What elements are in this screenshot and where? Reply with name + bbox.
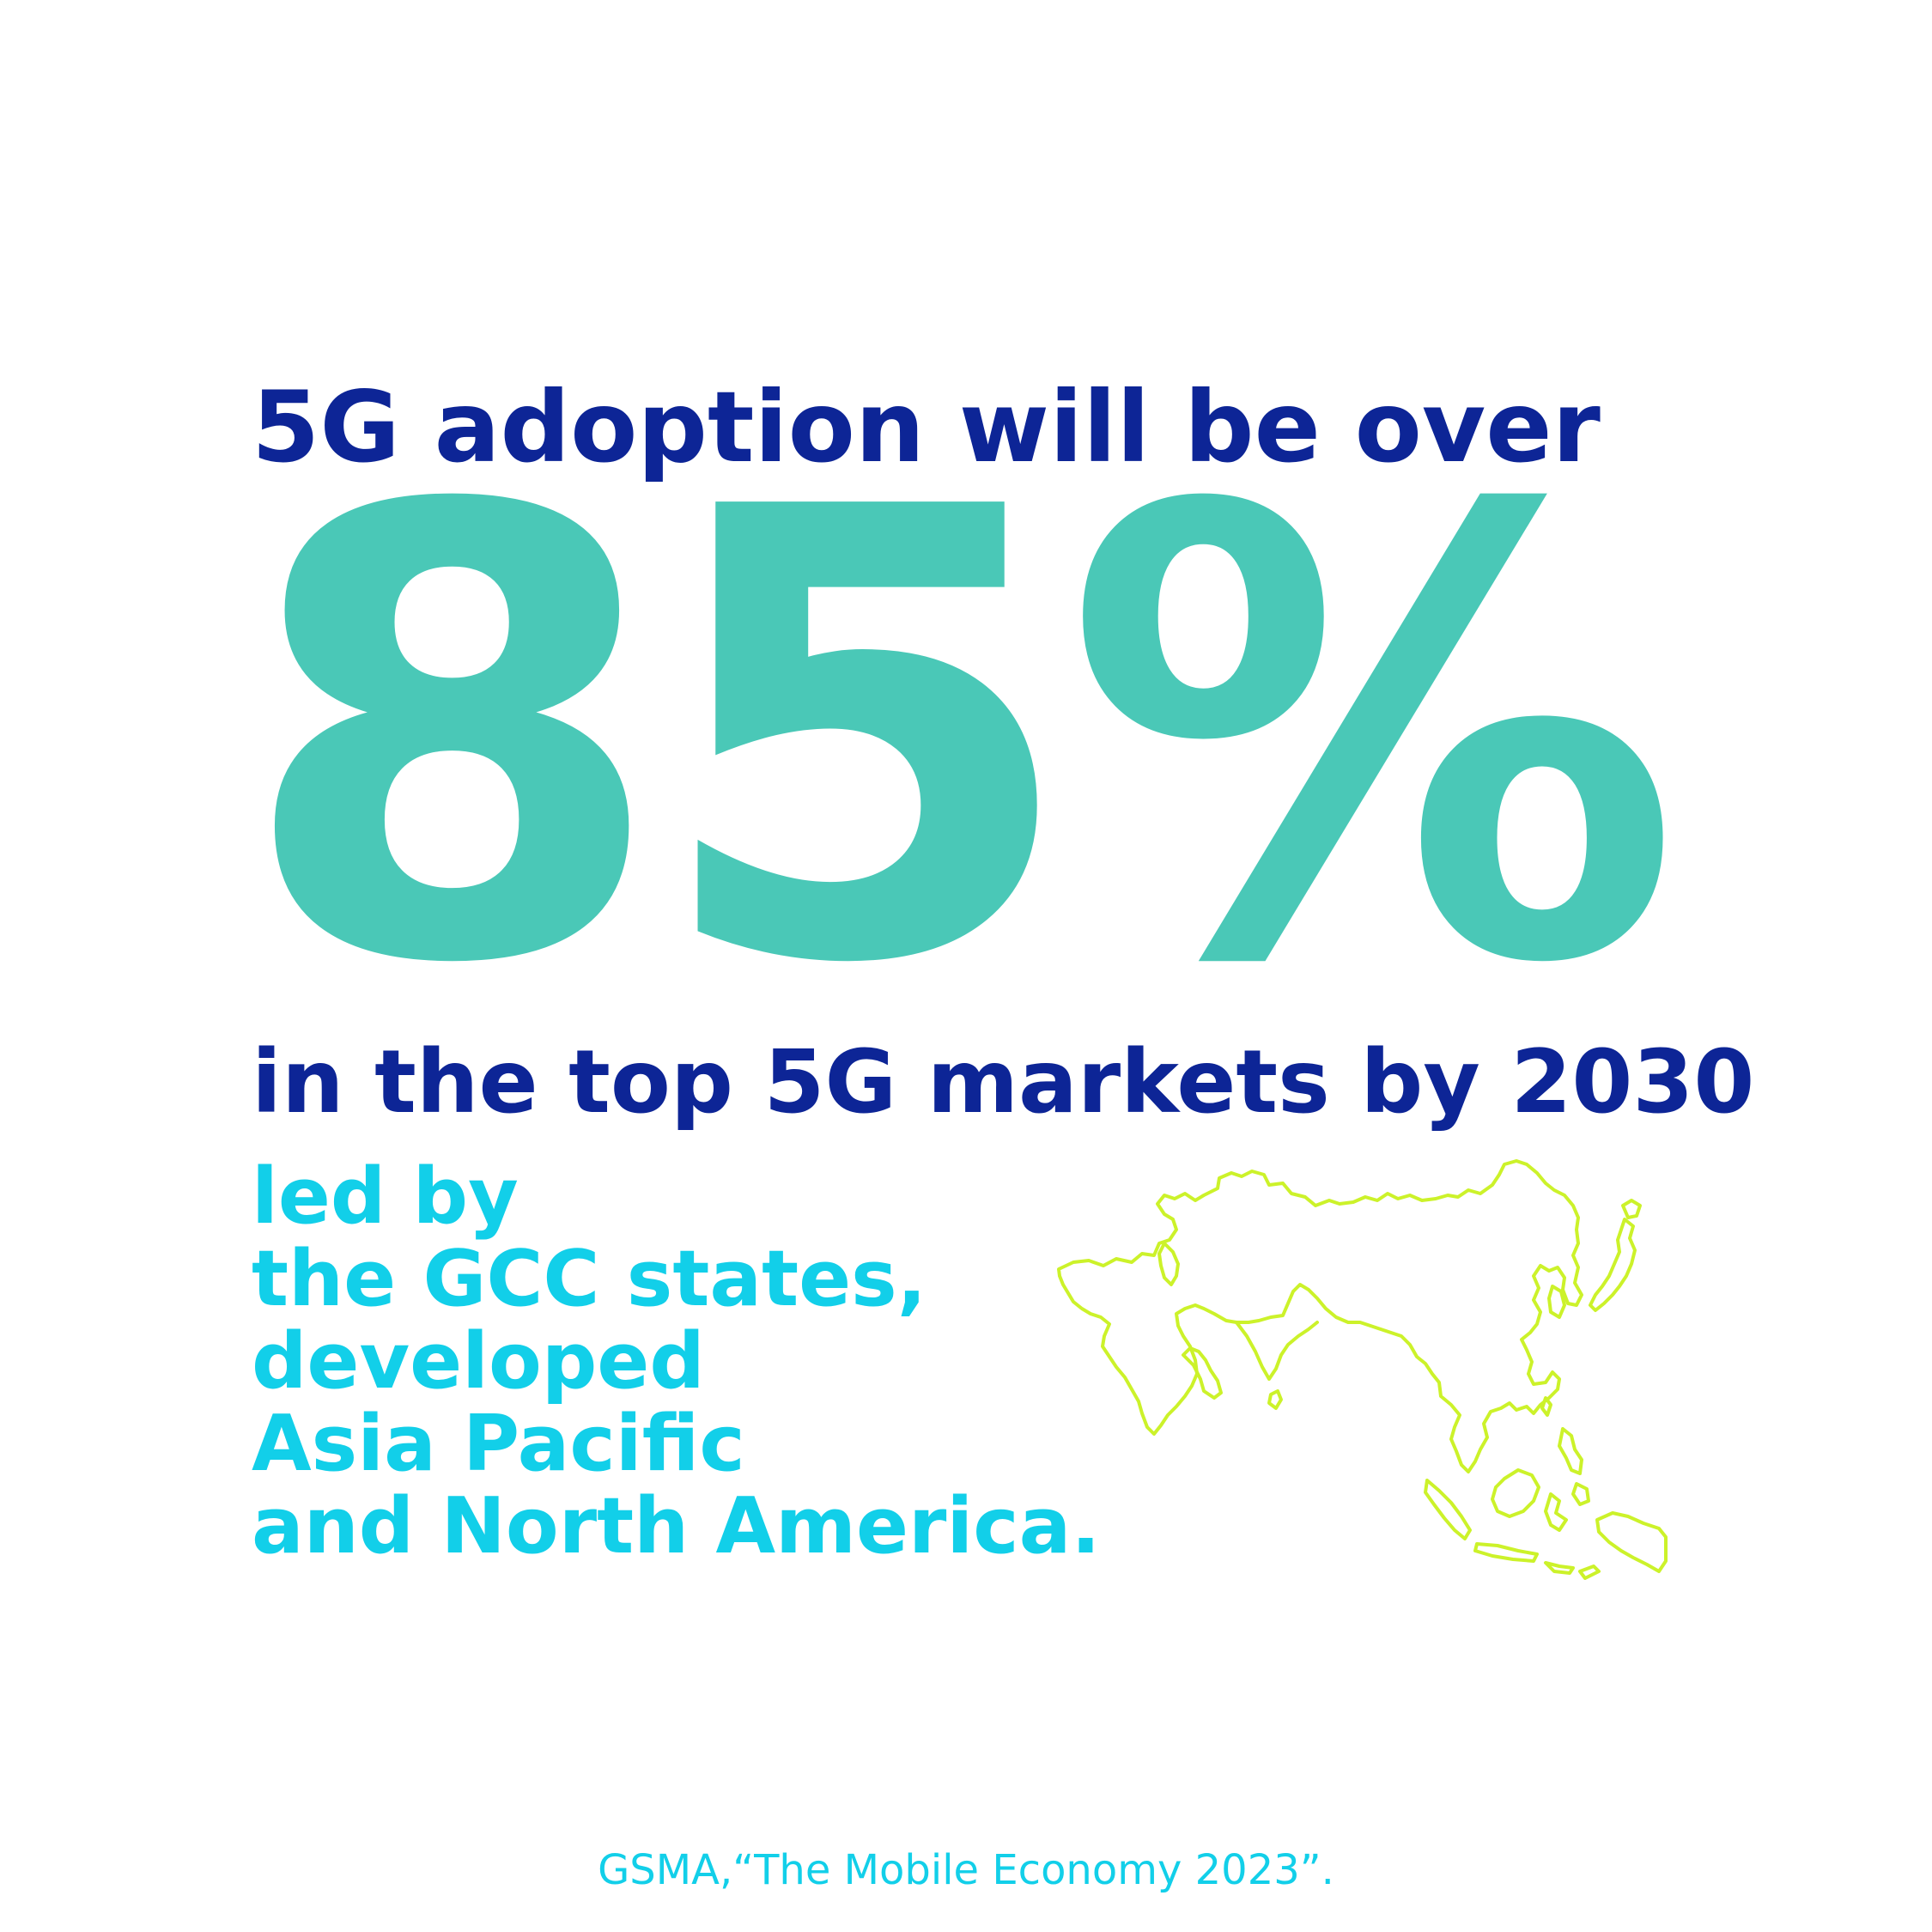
caspian-sea-outline <box>1157 1242 1180 1286</box>
india-outline <box>1235 1321 1319 1381</box>
taiwan-outline <box>1540 1396 1552 1417</box>
led-by-line: the GCC states, <box>252 1234 927 1324</box>
borneo-outline <box>1491 1468 1540 1518</box>
led-by-list: led by the GCC states, developed Asia Pa… <box>252 1156 1110 1568</box>
sumatra-outline <box>1424 1479 1472 1540</box>
japan-outline <box>1589 1218 1637 1312</box>
headline: 5G adoption will be over <box>252 370 1601 484</box>
led-by-line: and North America. <box>252 1481 1101 1571</box>
lesser-sunda-outline <box>1544 1561 1575 1575</box>
new-guinea-outline <box>1595 1511 1668 1573</box>
mindanao-outline <box>1571 1482 1590 1506</box>
philippines-outline <box>1558 1427 1583 1475</box>
java-outline <box>1473 1542 1539 1563</box>
source-citation: GSMA,“The Mobile Economy 2023”. <box>598 1846 1334 1894</box>
big-percentage-stat: 85% <box>237 379 1682 1098</box>
led-by-line: developed <box>252 1316 705 1406</box>
timor-outline <box>1578 1564 1601 1580</box>
led-by-line: led by <box>252 1151 519 1242</box>
korea-outline <box>1547 1285 1566 1319</box>
asia-outline-map-icon <box>1057 1159 1668 1580</box>
led-by-line: Asia Pacific <box>252 1399 745 1489</box>
sulawesi-outline <box>1544 1492 1568 1532</box>
sri-lanka-outline <box>1267 1389 1283 1410</box>
asia-mainland-outline <box>1057 1159 1583 1473</box>
subline: in the top 5G markets by 2030 <box>252 1031 1755 1133</box>
arabian-gulf-outline <box>1182 1346 1223 1400</box>
hokkaido-outline <box>1621 1199 1642 1219</box>
